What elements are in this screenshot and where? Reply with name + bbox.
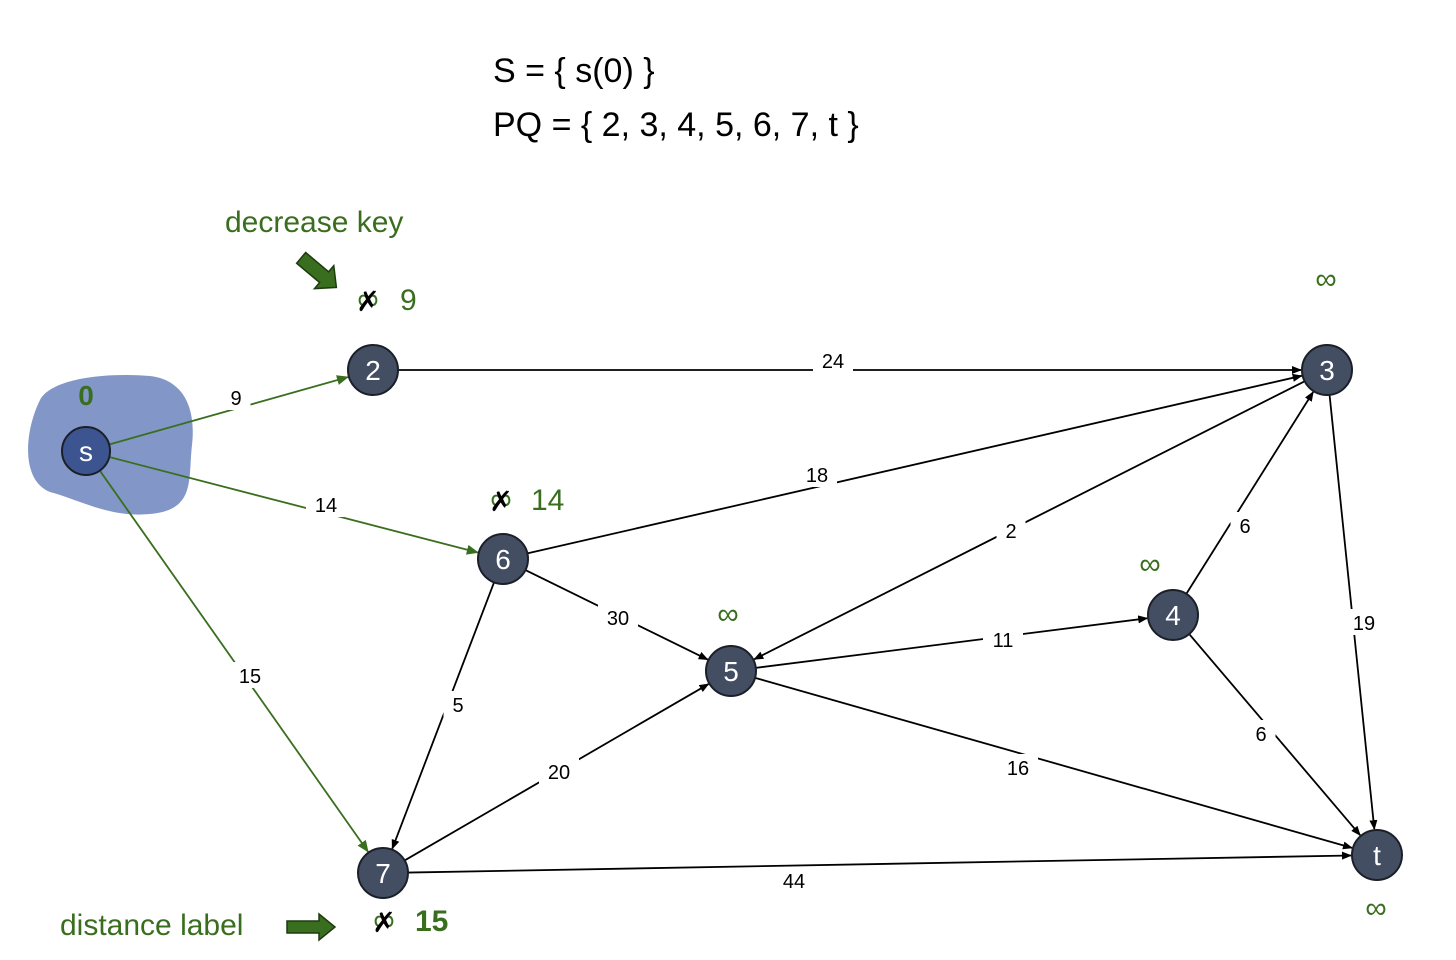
distance-2: ∞ — [357, 283, 378, 316]
edge-weight-label: 18 — [806, 465, 828, 487]
edge-weight-label: 44 — [783, 871, 805, 893]
updated-distance-7: 15 — [415, 905, 448, 938]
edge-weight-bg — [443, 691, 473, 717]
distance-label-arrow-icon — [286, 912, 337, 942]
cross-out-mark-icon: ✗ — [489, 486, 512, 517]
edge-6-7 — [391, 582, 495, 850]
edge-3-5 — [753, 380, 1306, 661]
edge-weight-label: 6 — [1239, 516, 1250, 538]
edge-weight-bg — [1344, 609, 1384, 635]
edge-weight-label: 14 — [315, 495, 337, 517]
distance-s: 0 — [78, 380, 94, 411]
node-3-label: 3 — [1319, 355, 1335, 386]
edge-5-t — [754, 676, 1353, 850]
distance-label-text: distance label — [60, 909, 243, 942]
distance-labels-layer: 0∞✗ 9∞∞∞∞✗ 14∞✗ 15 ∞ — [78, 263, 1386, 938]
edge-weight-bg — [813, 347, 853, 373]
cross-out-mark-icon: ✗ — [356, 286, 379, 317]
edge-weight-bg — [598, 604, 638, 630]
priority-queue-text: PQ = { 2, 3, 4, 5, 6, 7, t } — [493, 106, 859, 144]
edge-weight-label: 2 — [1005, 521, 1016, 543]
updated-distance-6: 14 — [531, 484, 564, 517]
decrease-key-label: decrease key — [225, 206, 403, 239]
node-t[interactable] — [1351, 829, 1403, 881]
node-3[interactable] — [1301, 344, 1353, 396]
node-5-label: 5 — [723, 656, 739, 687]
edge-weight-label: 15 — [239, 666, 261, 688]
node-6[interactable] — [477, 533, 529, 585]
edge-weight-bg — [996, 517, 1026, 543]
edge-weight-label: 11 — [993, 630, 1014, 652]
edge-weight-bg — [774, 867, 814, 893]
distance-7: ∞ — [373, 904, 394, 937]
edge-s-2 — [109, 375, 349, 446]
edge-6-3 — [527, 373, 1303, 555]
node-7[interactable] — [357, 847, 409, 899]
node-2-label: 2 — [365, 355, 381, 386]
nodes-layer: s 2 3 4 5 6 7 t — [61, 344, 1403, 899]
edge-s-7 — [99, 470, 369, 853]
edge-weight-bg — [1230, 512, 1260, 538]
edge-weight-bg — [983, 626, 1023, 652]
cross-out-mark-icon: ✗ — [372, 907, 395, 938]
edge-weight-label: 19 — [1353, 613, 1375, 635]
edge-weight-bg — [998, 754, 1038, 780]
settled-set-text: S = { s(0) } — [493, 52, 655, 90]
edge-weight-bg — [539, 758, 579, 784]
edge-weight-label: 16 — [1007, 758, 1029, 780]
edge-4-3 — [1185, 391, 1314, 595]
edge-weight-bg — [230, 662, 270, 688]
decrease-key-arrow-icon — [295, 251, 338, 290]
node-s[interactable] — [61, 426, 111, 476]
edge-7-t — [407, 851, 1353, 874]
distance-t: ∞ — [1365, 892, 1386, 925]
distance-6: ∞ — [490, 483, 511, 516]
node-4-label: 4 — [1165, 600, 1181, 631]
edge-s-6 — [109, 456, 479, 555]
edge-weight-label: 6 — [1255, 724, 1266, 746]
distance-4: ∞ — [1139, 548, 1160, 581]
edge-weight-label: 24 — [822, 351, 844, 373]
edge-weight-bg — [221, 384, 251, 410]
distance-5: ∞ — [717, 598, 738, 631]
edge-weight-bg — [797, 461, 837, 487]
edge-weight-label: 9 — [230, 388, 241, 410]
edge-weight-label: 20 — [548, 762, 570, 784]
edge-weight-bg — [306, 491, 346, 517]
node-2[interactable] — [347, 344, 399, 396]
updated-distance-2: 9 — [400, 284, 417, 317]
node-6-label: 6 — [495, 544, 511, 575]
edge-weight-label: 5 — [452, 695, 463, 717]
edge-5-4 — [755, 615, 1149, 669]
node-5[interactable] — [705, 645, 757, 697]
node-4[interactable] — [1147, 589, 1199, 641]
distance-3: ∞ — [1315, 263, 1336, 296]
edge-weight-label: 30 — [607, 608, 629, 630]
node-7-label: 7 — [375, 858, 391, 889]
node-t-label: t — [1373, 840, 1381, 871]
edge-weight-bg — [1246, 720, 1276, 746]
node-s-label: s — [79, 436, 93, 467]
